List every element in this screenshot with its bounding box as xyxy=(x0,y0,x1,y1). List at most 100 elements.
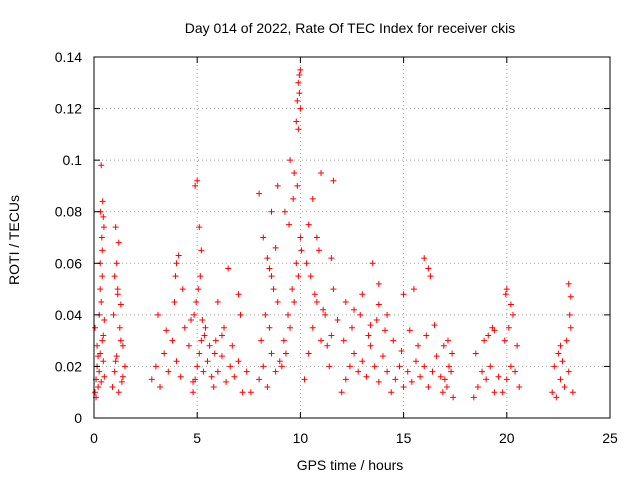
data-point xyxy=(256,376,263,383)
data-point xyxy=(173,260,180,267)
data-point xyxy=(268,208,275,215)
data-point xyxy=(425,265,432,272)
data-point xyxy=(305,350,312,357)
data-point xyxy=(342,376,349,383)
data-point xyxy=(427,273,434,280)
data-point xyxy=(367,342,374,349)
data-point xyxy=(290,195,297,202)
data-point xyxy=(118,378,125,385)
data-point xyxy=(396,363,403,370)
data-point xyxy=(501,337,508,344)
data-point xyxy=(318,170,325,177)
data-point xyxy=(375,378,382,385)
data-point xyxy=(201,332,208,339)
data-point xyxy=(113,353,120,360)
y-tick-label: 0.06 xyxy=(55,255,82,271)
data-point xyxy=(392,376,399,383)
data-point xyxy=(309,324,316,331)
x-tick-label: 10 xyxy=(293,430,309,446)
data-point xyxy=(470,394,477,401)
data-point xyxy=(285,311,292,318)
data-point xyxy=(503,286,510,293)
chart-title: Day 014 of 2022, Rate Of TEC Index for r… xyxy=(185,20,515,36)
axis-ticks xyxy=(93,56,611,419)
data-point xyxy=(281,208,288,215)
data-point xyxy=(305,221,312,228)
data-point xyxy=(114,286,121,293)
data-point xyxy=(210,384,217,391)
data-point xyxy=(256,190,263,197)
data-point xyxy=(375,280,382,287)
data-point xyxy=(231,373,238,380)
x-tick-label: 0 xyxy=(90,430,98,446)
data-point xyxy=(225,265,232,272)
data-point xyxy=(565,368,572,375)
x-tick-label: 20 xyxy=(499,430,515,446)
data-point xyxy=(161,350,168,357)
data-point xyxy=(443,384,450,391)
data-point xyxy=(439,389,446,396)
x-tick-label: 5 xyxy=(193,430,201,446)
data-point xyxy=(268,273,275,280)
data-point xyxy=(293,118,300,125)
data-point xyxy=(196,224,203,231)
data-point xyxy=(499,389,506,396)
data-point xyxy=(322,311,329,318)
data-point xyxy=(286,221,293,228)
data-point xyxy=(101,317,108,324)
data-point xyxy=(195,286,202,293)
data-point xyxy=(206,342,213,349)
data-point xyxy=(567,293,574,300)
data-point xyxy=(100,358,107,365)
data-point xyxy=(369,260,376,267)
data-point xyxy=(338,389,345,396)
data-point xyxy=(274,298,281,305)
data-point xyxy=(260,363,267,370)
data-point xyxy=(111,368,118,375)
data-point xyxy=(330,286,337,293)
data-point xyxy=(98,162,105,169)
y-axis-label: ROTI / TECUs xyxy=(6,195,22,285)
data-point xyxy=(448,368,455,375)
data-point xyxy=(165,368,172,375)
data-point xyxy=(417,373,424,380)
data-point xyxy=(99,198,106,205)
data-point xyxy=(324,342,331,349)
data-point xyxy=(179,286,186,293)
data-point xyxy=(298,247,305,254)
data-point xyxy=(92,389,99,396)
data-point xyxy=(198,247,205,254)
data-point xyxy=(313,298,320,305)
data-point xyxy=(266,265,273,272)
data-point xyxy=(503,376,510,383)
data-point xyxy=(291,298,298,305)
data-point xyxy=(379,353,386,360)
data-point xyxy=(114,291,121,298)
data-point xyxy=(289,286,296,293)
data-point xyxy=(474,384,481,391)
data-point xyxy=(202,324,209,331)
data-point xyxy=(190,389,197,396)
x-axis-label: GPS time / hours xyxy=(297,457,404,473)
data-point xyxy=(549,389,556,396)
data-point xyxy=(115,389,122,396)
data-point xyxy=(266,324,273,331)
data-point xyxy=(211,350,218,357)
data-point xyxy=(268,350,275,357)
data-point xyxy=(491,327,498,334)
data-point xyxy=(98,234,105,241)
data-point xyxy=(96,368,103,375)
data-point xyxy=(200,368,207,375)
data-point xyxy=(400,291,407,298)
data-point xyxy=(431,322,438,329)
data-point xyxy=(194,177,201,184)
y-tick-labels: 0 0.02 0.04 0.06 0.08 0.1 0.12 0.14 xyxy=(55,49,82,426)
data-point xyxy=(112,358,119,365)
data-point xyxy=(351,350,358,357)
data-point xyxy=(559,358,566,365)
data-point xyxy=(117,301,124,308)
data-point xyxy=(235,291,242,298)
data-point xyxy=(472,350,479,357)
data-point xyxy=(260,234,267,241)
